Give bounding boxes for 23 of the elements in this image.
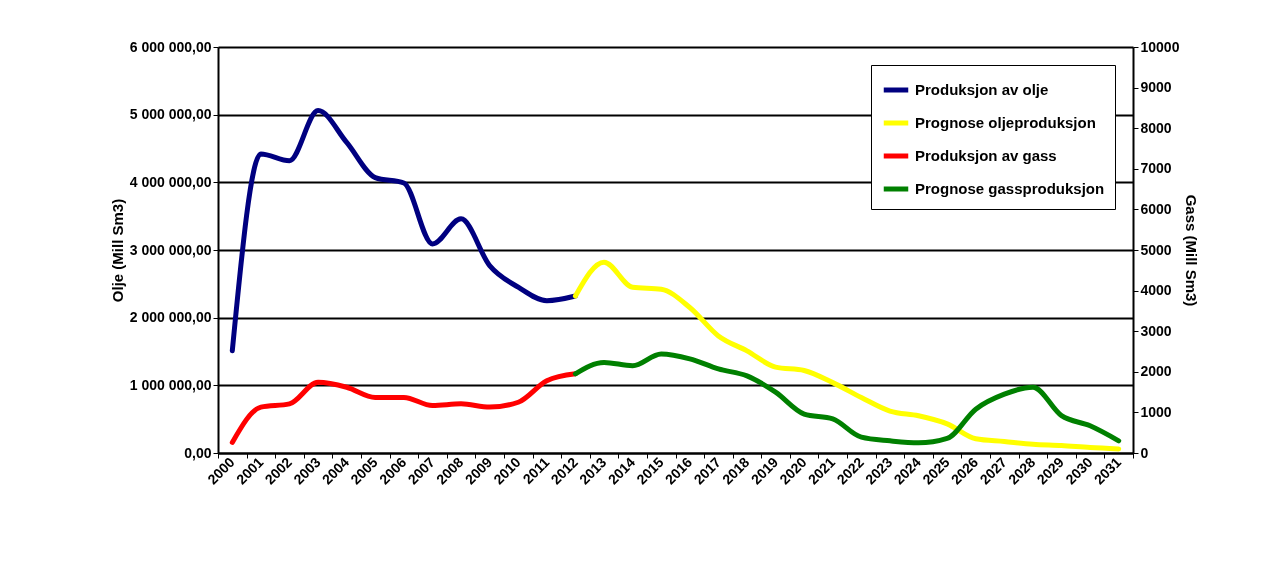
legend-label: Produksjon av olje: [915, 81, 1049, 98]
legend-label: Prognose oljeproduksjon: [915, 114, 1096, 131]
y-tick-label: 3 000 000,00: [129, 241, 212, 258]
y-tick-label: 1 000 000,00: [129, 376, 212, 393]
y2-tick-label: 8000: [1140, 119, 1172, 136]
y2-tick-label: 9000: [1140, 79, 1172, 96]
y2-tick-label: 0: [1140, 444, 1149, 461]
y2-tick-label: 4000: [1140, 282, 1172, 299]
y2-tick-label: 7000: [1140, 160, 1172, 177]
legend-label: Prognose gassproduksjon: [915, 180, 1105, 197]
y-tick-label: 2 000 000,00: [129, 309, 212, 326]
y-tick-label: 5 000 000,00: [129, 106, 212, 123]
y-tick-label: 6 000 000,00: [129, 38, 212, 55]
y2-tick-label: 5000: [1140, 241, 1172, 258]
y2-tick-label: 1000: [1140, 403, 1172, 420]
y-axis-title: Olje (Mill Sm3): [108, 198, 126, 303]
y2-axis-title: Gass (Mill Sm3): [1183, 194, 1201, 307]
y2-tick-label: 2000: [1140, 363, 1172, 380]
y2-tick-label: 3000: [1140, 322, 1172, 339]
y-tick-label: 4 000 000,00: [129, 173, 212, 190]
y2-tick-label: 10000: [1140, 38, 1180, 55]
y2-tick-label: 6000: [1140, 200, 1172, 217]
legend-label: Produksjon av gass: [915, 147, 1057, 164]
